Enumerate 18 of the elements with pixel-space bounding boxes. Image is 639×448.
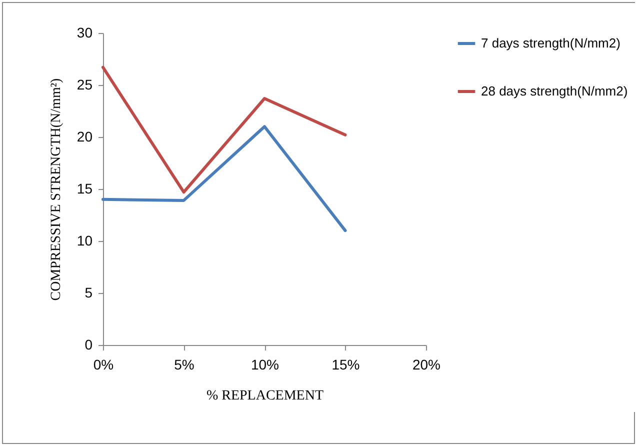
x-axis-title: % REPLACEMENT (206, 388, 324, 404)
y-tick-label: 30 (76, 24, 93, 40)
y-tick-label: 15 (76, 180, 93, 196)
line-series (102, 125, 347, 232)
y-axis-title: COMPRESSIVE STRENGTH(N/mm²) (48, 78, 64, 301)
y-tick-label: 0 (84, 336, 93, 352)
x-tick-label: 20% (412, 356, 441, 372)
legend-label: 7 days strength(N/mm2) (481, 36, 620, 50)
y-tick-label: 20 (76, 128, 93, 144)
x-tick-label: 10% (250, 356, 280, 372)
x-tick-label: 15% (332, 356, 360, 372)
y-tick-label: 5 (84, 284, 93, 300)
y-tick-label: 25 (76, 76, 93, 92)
y-tick-label: 10 (76, 232, 93, 248)
x-tick-label: 5% (174, 356, 194, 372)
legend-label: 28 days strength(N/mm2) (481, 84, 628, 98)
x-tick-label: 0% (93, 356, 114, 372)
line-series (102, 66, 347, 194)
